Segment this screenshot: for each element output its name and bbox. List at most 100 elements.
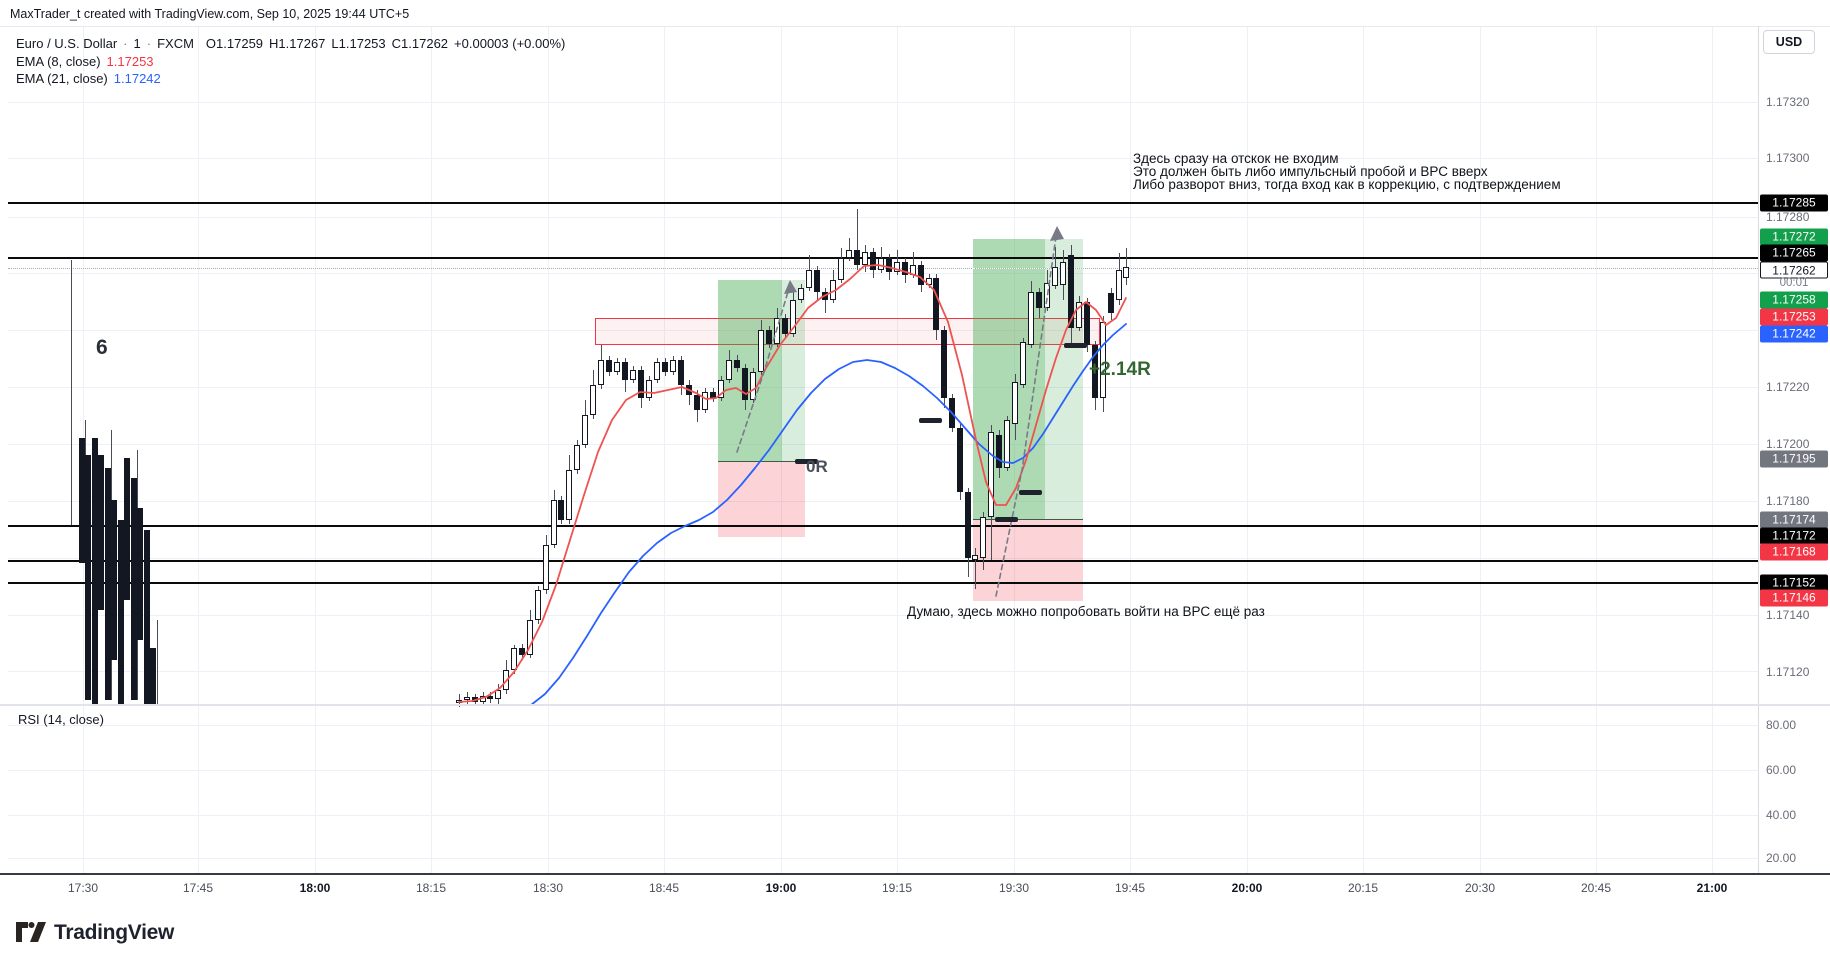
price-scale-border	[1758, 26, 1759, 874]
long-position-1-entry-line[interactable]	[718, 461, 805, 462]
price-label-badge: 1.17195	[1760, 450, 1828, 468]
ohlc-high: H1.17267	[269, 36, 326, 51]
candle-body	[495, 690, 501, 699]
price-tick: 1.17200	[1766, 437, 1810, 451]
price-label-badge: 1.17285	[1760, 194, 1828, 212]
candle-body	[1028, 292, 1034, 345]
horizontal-price-line[interactable]	[8, 525, 1758, 527]
horizontal-price-line[interactable]	[8, 202, 1758, 204]
horizontal-price-line[interactable]	[8, 582, 1758, 584]
glitch-bar	[98, 455, 104, 610]
grid-vline	[897, 27, 898, 873]
grid-hline	[8, 444, 1758, 445]
annotation-note-3[interactable]: Либо разворот вниз, тогда вход как в кор…	[1133, 177, 1561, 192]
time-label: 18:30	[532, 881, 564, 895]
price-tick: 1.17180	[1766, 494, 1810, 508]
time-label: 21:00	[1696, 881, 1728, 895]
price-label-badge: 1.17258	[1760, 291, 1828, 309]
risk-label-result[interactable]: +2.14R	[1089, 359, 1151, 380]
candle-body	[590, 385, 596, 415]
candle-body	[1068, 255, 1074, 328]
annotation-note-1[interactable]: Здесь сразу на отскок не входим	[1133, 151, 1339, 166]
candle-body	[686, 385, 692, 395]
ohlc-open: O1.17259	[205, 36, 264, 51]
candle-body	[846, 250, 852, 258]
candle-body	[1044, 283, 1050, 308]
long-position-2-entry-line[interactable]	[973, 519, 1083, 520]
grid-vline	[1712, 27, 1713, 873]
exit-dash-marker[interactable]	[1064, 343, 1087, 348]
risk-label-0r[interactable]: 0R	[806, 457, 828, 476]
candle-body	[527, 620, 533, 655]
ema8-label: EMA (8, close)	[16, 54, 101, 69]
candle-body	[694, 395, 700, 410]
glitch-bar	[118, 520, 124, 706]
glitch-bar	[124, 458, 130, 600]
candle-body	[1036, 292, 1042, 308]
ema21-legend[interactable]: EMA (21, close) 1.17242	[16, 71, 161, 86]
price-tick: 1.17140	[1766, 608, 1810, 622]
glitch-bar	[105, 468, 111, 700]
current-price-line-highlight	[973, 268, 1083, 269]
tradingview-logo-icon	[16, 922, 46, 942]
symbol-title: Euro / U.S. Dollar	[16, 36, 118, 51]
candle-body	[646, 380, 652, 398]
count-label-6[interactable]: 6	[96, 336, 108, 359]
candle-body	[472, 697, 478, 702]
watermark-attribution: MaxTrader_t created with TradingView.com…	[10, 7, 410, 21]
candle-body	[574, 445, 580, 470]
currency-button[interactable]: USD	[1763, 30, 1815, 54]
current-price-label: 1.17262	[1760, 261, 1828, 279]
annotation-note-2[interactable]: Это должен быть либо импульсный пробой и…	[1133, 164, 1488, 179]
price-tick: 1.17120	[1766, 665, 1810, 679]
glitch-bar	[150, 648, 156, 706]
long-position-2-profit-core[interactable]	[973, 239, 1045, 519]
price-tick: 40.00	[1766, 808, 1797, 822]
grid-hline	[8, 501, 1758, 502]
grid-vline	[315, 27, 316, 873]
grid-vline	[1130, 27, 1131, 873]
ohlc-close: C1.17262	[391, 36, 449, 51]
pane-separator[interactable]	[0, 704, 1830, 706]
candle-body	[878, 258, 884, 270]
tradingview-logo[interactable]: TradingView	[16, 921, 174, 945]
price-label-badge: 1.17242	[1760, 325, 1828, 343]
exit-dash-marker[interactable]	[919, 418, 942, 423]
annotation-note-bottom[interactable]: Думаю, здесь можно попробовать войти на …	[907, 604, 1265, 619]
time-axis-border	[0, 873, 1830, 875]
ema8-legend[interactable]: EMA (8, close) 1.17253	[16, 54, 154, 69]
exit-dash-marker[interactable]	[795, 459, 818, 464]
time-axis[interactable]: 17:30 17:45 18:00 18:15 18:30 18:45 19:00 19:15…	[0, 873, 1830, 901]
candle-body	[1012, 382, 1018, 424]
ohlc-low: L1.17253	[331, 36, 386, 51]
candle-body	[798, 288, 804, 300]
exit-dash-marker[interactable]	[1019, 490, 1042, 495]
candle-body	[1020, 342, 1026, 385]
candle-body	[806, 270, 812, 288]
candle-body	[630, 370, 636, 380]
candle-body	[543, 545, 549, 590]
grid-hline	[8, 217, 1758, 218]
grid-vline	[1247, 27, 1248, 873]
grid-vline	[548, 27, 549, 873]
grid-vline	[1363, 27, 1364, 873]
rsi-legend[interactable]: RSI (14, close)	[18, 712, 104, 727]
ema21-value: 1.17242	[113, 71, 161, 86]
candle-body	[702, 392, 708, 410]
candle-body	[464, 697, 470, 700]
horizontal-price-line[interactable]	[8, 560, 1758, 562]
grid-vline	[198, 27, 199, 873]
candle-wick	[857, 209, 858, 270]
price-label-badge: 1.17152	[1760, 574, 1828, 592]
candle-body	[774, 318, 780, 344]
candle-body	[766, 330, 772, 344]
exit-dash-marker[interactable]	[995, 517, 1018, 522]
candle-body	[487, 696, 493, 699]
candle-body	[980, 517, 986, 558]
symbol-legend[interactable]: Euro / U.S. Dollar · 1 · FXCM O1.17259 H…	[16, 36, 566, 51]
candle-wick	[849, 238, 850, 261]
price-label-badge: 1.17265	[1760, 244, 1828, 262]
candle-body	[535, 590, 541, 620]
candle-body	[918, 265, 924, 285]
